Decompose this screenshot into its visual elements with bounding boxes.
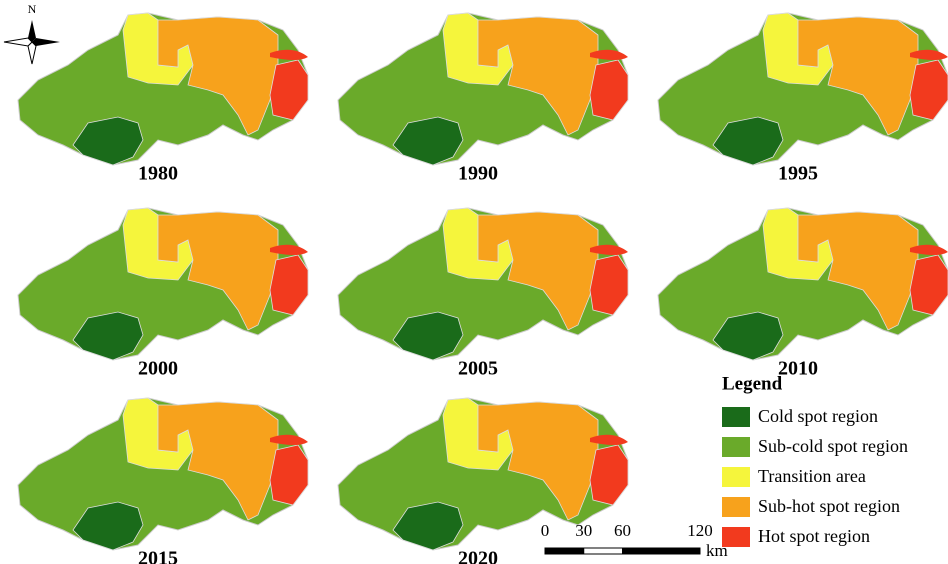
scale-tick-label: 60 (614, 521, 631, 540)
map: 1980 (17, 12, 309, 185)
scale-unit: km (706, 541, 728, 560)
scale-segment (583, 547, 623, 555)
region-east (477, 211, 599, 331)
map: 2010 (657, 207, 948, 380)
legend-label: Sub-hot spot region (758, 496, 900, 516)
island (590, 49, 628, 60)
map: 2015 (17, 397, 309, 564)
region-east (477, 401, 599, 521)
map-year: 1995 (778, 163, 818, 185)
region-east (157, 16, 279, 136)
region-coast (909, 254, 948, 316)
legend-swatch (722, 497, 750, 517)
map: 2005 (337, 207, 629, 380)
north-label: N (28, 2, 37, 16)
region-south (392, 501, 464, 551)
legend-label: Sub-cold spot region (758, 436, 908, 456)
region-coast (269, 254, 309, 316)
legend-label: Transition area (758, 466, 866, 486)
region-south (72, 501, 144, 551)
region-south (72, 311, 144, 361)
map-year: 1990 (458, 163, 498, 185)
scale-tick-label: 120 (687, 521, 713, 540)
map: 1995 (657, 12, 948, 185)
region-coast (909, 59, 948, 121)
island (910, 244, 948, 255)
legend-title: Legend (722, 373, 783, 394)
region-south (72, 116, 144, 166)
island (270, 244, 308, 255)
region-east (797, 211, 919, 331)
map: 1990 (337, 12, 629, 185)
region-south (392, 116, 464, 166)
map-year: 2015 (138, 548, 178, 564)
region-coast (589, 444, 629, 506)
map-year: 2020 (458, 548, 498, 564)
region-south (392, 311, 464, 361)
region-east (797, 16, 919, 136)
region-south (712, 311, 784, 361)
legend-swatch (722, 407, 750, 427)
region-coast (269, 444, 309, 506)
scale-tick-label: 30 (575, 521, 592, 540)
north-arrow: N (3, 2, 60, 65)
legend-label: Cold spot region (758, 406, 878, 426)
scale-segment (622, 547, 701, 555)
island (270, 434, 308, 445)
region-east (157, 401, 279, 521)
island (270, 49, 308, 60)
region-east (477, 16, 599, 136)
map-year: 1980 (138, 163, 178, 185)
map: 2000 (17, 207, 309, 380)
map: 2020 (337, 397, 629, 564)
legend-swatch (722, 527, 750, 547)
island (590, 244, 628, 255)
legend-swatch (722, 467, 750, 487)
region-coast (269, 59, 309, 121)
map-year: 2010 (778, 358, 818, 380)
region-coast (589, 59, 629, 121)
legend-swatch (722, 437, 750, 457)
map-year: 2005 (458, 358, 498, 380)
region-east (157, 211, 279, 331)
scale-tick-label: 0 (541, 521, 550, 540)
legend-label: Hot spot region (758, 526, 870, 546)
island (590, 434, 628, 445)
region-coast (589, 254, 629, 316)
island (910, 49, 948, 60)
scale-segment (544, 547, 585, 555)
region-south (712, 116, 784, 166)
map-year: 2000 (138, 358, 178, 380)
